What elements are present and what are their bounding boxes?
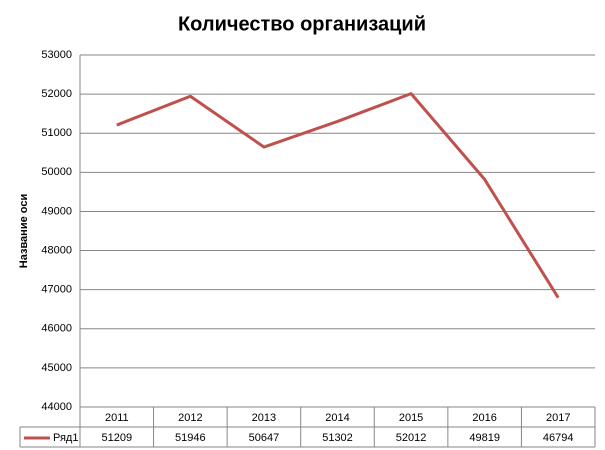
x-tick-label: 2017 (546, 412, 570, 424)
table-value: 51302 (322, 432, 353, 444)
y-tick-label: 44000 (41, 401, 72, 413)
x-tick-label: 2012 (178, 412, 202, 424)
table-value: 51209 (101, 432, 132, 444)
x-tick-label: 2013 (252, 412, 276, 424)
x-tick-label: 2011 (105, 412, 129, 424)
x-tick-label: 2014 (325, 412, 349, 424)
table-value: 49819 (469, 432, 500, 444)
legend-label: Ряд1 (53, 432, 78, 444)
y-tick-label: 46000 (41, 323, 72, 335)
table-value: 46794 (543, 432, 574, 444)
data-line (116, 92, 560, 299)
y-tick-label: 52000 (41, 88, 72, 100)
table-value: 50647 (249, 432, 280, 444)
y-tick-label: 47000 (41, 284, 72, 296)
y-axis-label: Название оси (18, 194, 30, 268)
chart-title: Количество организаций (178, 13, 426, 35)
table-value: 52012 (396, 432, 427, 444)
y-tick-label: 50000 (41, 166, 72, 178)
y-tick-label: 48000 (41, 244, 72, 256)
y-tick-label: 53000 (41, 49, 72, 61)
y-tick-label: 49000 (41, 205, 72, 217)
table-value: 51946 (175, 432, 206, 444)
y-tick-label: 51000 (41, 127, 72, 139)
y-tick-label: 45000 (41, 362, 72, 374)
x-tick-label: 2016 (472, 412, 496, 424)
x-tick-label: 2015 (399, 412, 423, 424)
